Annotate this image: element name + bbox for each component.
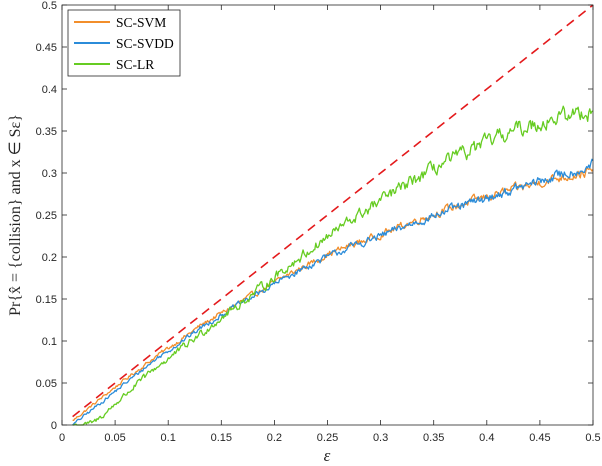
y-tick-label: 0.1 <box>42 336 57 348</box>
series-layer <box>72 4 594 426</box>
reference-line <box>72 4 594 418</box>
tick-layer: 0 0.05 0.1 0.15 0.2 0.25 0.3 0.35 0.4 0.45 0.5 0 0.0… <box>36 0 601 444</box>
y-tick-label: 0.35 <box>36 126 57 138</box>
legend-label-sc-svm: SC-SVM <box>116 15 166 30</box>
y-tick-label: 0 <box>51 420 57 432</box>
x-tick-label: 0.5 <box>585 432 600 444</box>
x-tick-label: 0.35 <box>423 432 444 444</box>
x-tick-label: 0 <box>59 432 65 444</box>
y-tick-label: 0.45 <box>36 42 57 54</box>
y-tick-label: 0.5 <box>42 0 57 12</box>
y-tick-label: 0.15 <box>36 294 57 306</box>
x-axis-label: ε <box>324 446 331 465</box>
legend: SC-SVM SC-SVDD SC-LR <box>67 9 181 77</box>
x-tick-label: 0.3 <box>373 432 388 444</box>
series-line-sc-lr <box>72 105 594 426</box>
y-tick-label: 0.05 <box>36 378 57 390</box>
x-tick-label: 0.4 <box>479 432 494 444</box>
x-tick-label: 0.2 <box>267 432 282 444</box>
series-line-sc-svdd <box>72 158 594 426</box>
y-tick-label: 0.25 <box>36 210 57 222</box>
y-tick-label: 0.4 <box>42 84 57 96</box>
x-tick-label: 0.45 <box>529 432 550 444</box>
y-axis-label: Pr{x̂ = {collision} and x ∈ Sε} <box>7 114 24 316</box>
legend-label-sc-lr: SC-LR <box>116 57 154 72</box>
x-tick-label: 0.1 <box>161 432 176 444</box>
y-tick-label: 0.3 <box>42 168 57 180</box>
x-tick-label: 0.25 <box>317 432 338 444</box>
x-tick-label: 0.15 <box>211 432 232 444</box>
x-tick-label: 0.05 <box>104 432 125 444</box>
y-tick-label: 0.2 <box>42 252 57 264</box>
legend-label-sc-svdd: SC-SVDD <box>116 36 174 51</box>
